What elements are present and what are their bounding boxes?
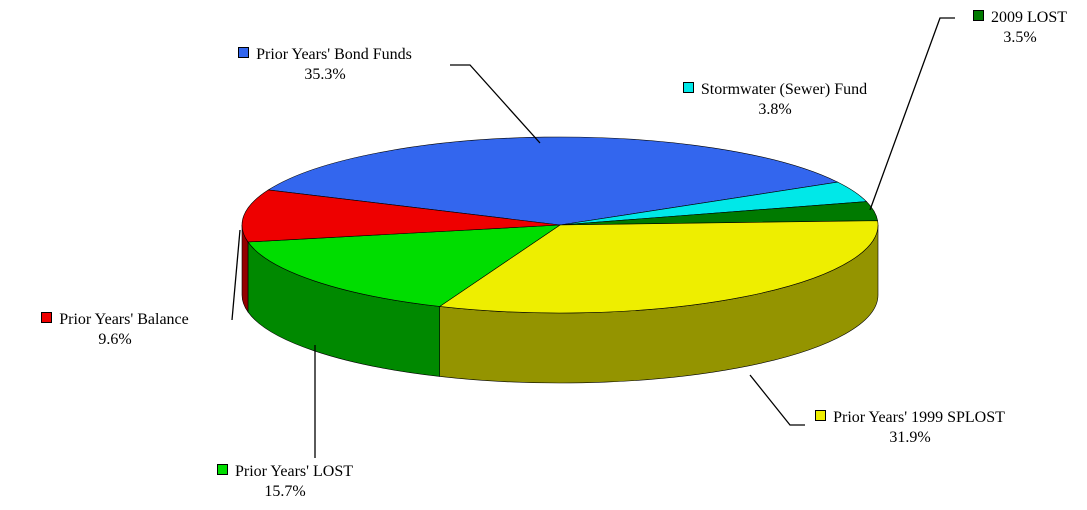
legend-swatch bbox=[682, 82, 694, 93]
slice-label: Prior Years' 1999 SPLOST 31.9% bbox=[815, 408, 1005, 448]
label-name: Prior Years' LOST bbox=[235, 463, 353, 480]
leader-line bbox=[231, 229, 241, 321]
slice-label: Prior Years' LOST 15.7% bbox=[180, 462, 390, 502]
slice-label: Prior Years' Balance 9.6% bbox=[5, 310, 225, 350]
label-value: 3.5% bbox=[1003, 29, 1037, 46]
label-value: 3.8% bbox=[758, 101, 792, 118]
slice-top bbox=[267, 136, 839, 226]
label-value: 31.9% bbox=[889, 429, 931, 446]
label-name: Prior Years' Bond Funds bbox=[256, 46, 412, 63]
label-value: 9.6% bbox=[98, 331, 132, 348]
label-name: Prior Years' 1999 SPLOST bbox=[833, 409, 1005, 426]
label-name: Stormwater (Sewer) Fund bbox=[700, 81, 868, 98]
legend-swatch bbox=[815, 410, 827, 421]
label-value: 35.3% bbox=[304, 66, 346, 83]
slice-top bbox=[247, 224, 562, 307]
pie-tops bbox=[241, 136, 879, 314]
slice-label: Prior Years' Bond Funds 35.3% bbox=[210, 45, 440, 85]
legend-swatch bbox=[238, 47, 250, 58]
label-value: 15.7% bbox=[264, 483, 306, 500]
slice-top bbox=[438, 220, 879, 314]
leader-line bbox=[749, 374, 805, 426]
slice-label: Stormwater (Sewer) Fund 3.8% bbox=[670, 80, 880, 120]
leader-line bbox=[450, 64, 541, 144]
pie-sides bbox=[241, 224, 879, 384]
label-name: 2009 LOST bbox=[991, 9, 1067, 26]
label-name: Prior Years' Balance bbox=[59, 311, 189, 328]
legend-swatch bbox=[217, 464, 228, 475]
leader-line bbox=[869, 17, 955, 211]
slice-label: 2009 LOST 3.5% bbox=[950, 8, 1087, 48]
slice-top bbox=[241, 189, 561, 243]
legend-swatch bbox=[973, 10, 984, 21]
legend-swatch bbox=[41, 312, 53, 323]
